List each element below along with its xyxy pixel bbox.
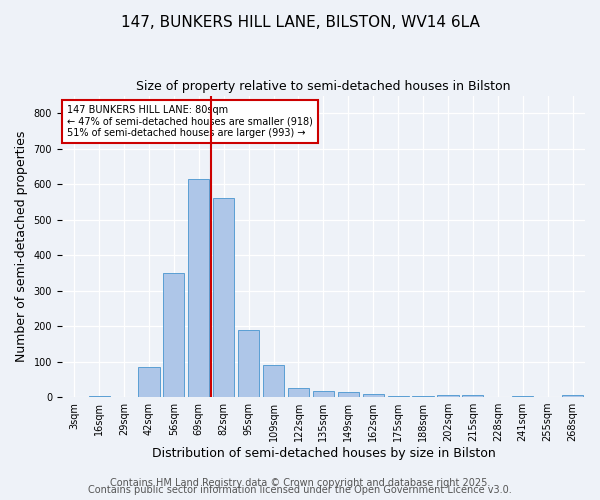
Title: Size of property relative to semi-detached houses in Bilston: Size of property relative to semi-detach… bbox=[136, 80, 511, 93]
Bar bbox=[512, 396, 533, 397]
Bar bbox=[338, 392, 359, 397]
Bar bbox=[188, 179, 209, 397]
Text: Contains HM Land Registry data © Crown copyright and database right 2025.: Contains HM Land Registry data © Crown c… bbox=[110, 478, 490, 488]
Bar bbox=[462, 395, 484, 397]
Bar bbox=[288, 388, 309, 397]
Bar bbox=[163, 273, 184, 397]
Text: 147, BUNKERS HILL LANE, BILSTON, WV14 6LA: 147, BUNKERS HILL LANE, BILSTON, WV14 6L… bbox=[121, 15, 479, 30]
Y-axis label: Number of semi-detached properties: Number of semi-detached properties bbox=[15, 130, 28, 362]
Text: Contains public sector information licensed under the Open Government Licence v3: Contains public sector information licen… bbox=[88, 485, 512, 495]
X-axis label: Distribution of semi-detached houses by size in Bilston: Distribution of semi-detached houses by … bbox=[152, 447, 495, 460]
Bar bbox=[412, 396, 434, 397]
Bar bbox=[562, 396, 583, 397]
Bar bbox=[139, 367, 160, 397]
Bar bbox=[213, 198, 235, 397]
Bar bbox=[388, 396, 409, 397]
Text: 147 BUNKERS HILL LANE: 80sqm
← 47% of semi-detached houses are smaller (918)
51%: 147 BUNKERS HILL LANE: 80sqm ← 47% of se… bbox=[67, 104, 313, 138]
Bar bbox=[437, 394, 458, 397]
Bar bbox=[238, 330, 259, 397]
Bar bbox=[313, 390, 334, 397]
Bar bbox=[263, 365, 284, 397]
Bar bbox=[89, 396, 110, 397]
Bar bbox=[362, 394, 384, 397]
